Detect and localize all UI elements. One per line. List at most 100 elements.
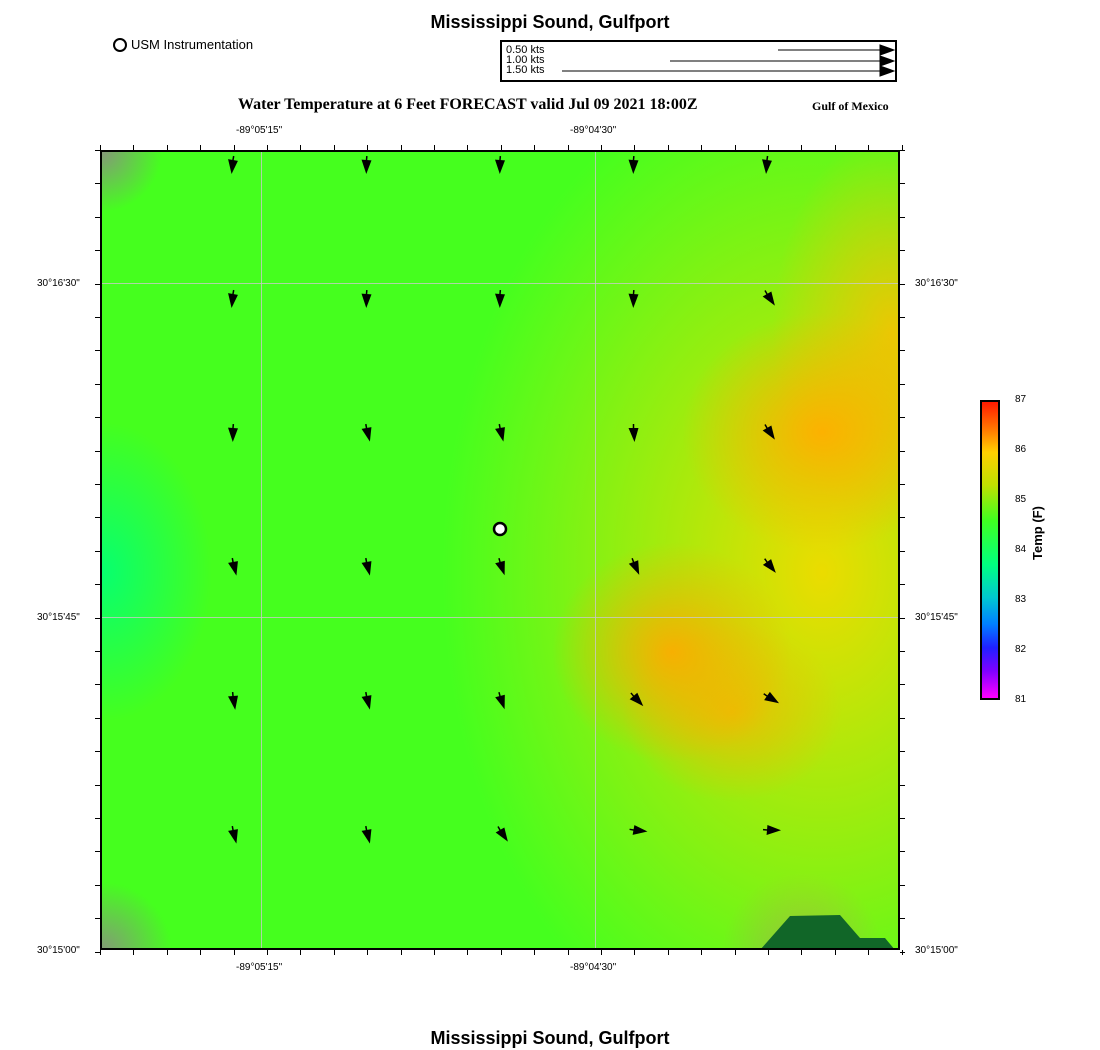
vector-scale-label: 1.50 kts — [506, 64, 545, 76]
region-label: Gulf of Mexico — [812, 99, 889, 113]
colorbar-tick-label: 83 — [1015, 594, 1027, 605]
axis-tick — [900, 951, 905, 953]
current-vector-arrow — [495, 557, 505, 576]
axis-tick — [95, 183, 100, 185]
axis-tick — [400, 950, 402, 955]
axis-tick — [834, 145, 836, 150]
axis-tick — [834, 950, 836, 955]
axis-tick — [333, 145, 335, 150]
colorbar-tick-label: 85 — [1015, 494, 1027, 505]
axis-tick — [267, 950, 268, 955]
axis-tick — [900, 550, 905, 552]
current-vector-arrow — [361, 557, 372, 576]
colorbar-title: Temp (F) — [1030, 506, 1045, 560]
axis-tick — [95, 484, 100, 485]
footer-title: Mississippi Sound, Gulfport — [430, 1028, 670, 1048]
axis-tick — [901, 145, 903, 150]
y-axis-label: 30°15'00" — [915, 945, 958, 956]
current-vector-arrow — [628, 424, 639, 442]
current-vector-arrow — [628, 289, 639, 309]
vector-scale-legend: 0.50 kts 1.00 kts 1.50 kts — [500, 40, 897, 82]
axis-tick — [95, 283, 100, 285]
axis-tick — [534, 950, 536, 955]
current-vector-arrow — [495, 826, 508, 842]
axis-tick — [900, 884, 905, 886]
current-vector-arrow — [495, 691, 505, 710]
axis-tick — [233, 145, 235, 150]
current-vector-arrow — [762, 290, 775, 306]
x-axis-label: -89°05'15" — [236, 125, 283, 136]
axis-tick — [900, 784, 905, 786]
axis-tick — [166, 950, 168, 955]
colorbar-tick-label: 81 — [1015, 694, 1027, 705]
vector-scale-label: 0.50 kts — [506, 44, 545, 56]
axis-tick — [95, 417, 100, 419]
temperature-map[interactable] — [100, 150, 900, 950]
axis-tick — [900, 684, 905, 686]
axis-tick — [95, 951, 100, 953]
axis-tick — [95, 651, 100, 652]
gridline — [261, 152, 262, 948]
axis-tick — [200, 950, 202, 955]
axis-tick — [701, 145, 703, 150]
axis-tick — [900, 818, 905, 819]
axis-tick — [95, 350, 100, 352]
current-vector-arrow — [228, 557, 238, 576]
current-vector-arrow — [495, 423, 505, 442]
current-vector-arrow — [628, 557, 640, 575]
current-vector-arrow — [228, 825, 238, 844]
colorbar — [980, 400, 1000, 700]
axis-tick — [601, 145, 602, 150]
axis-tick — [500, 950, 502, 955]
axis-tick — [900, 484, 905, 485]
axis-tick — [95, 851, 100, 853]
axis-tick — [200, 145, 202, 150]
axis-tick — [133, 145, 135, 150]
axis-tick — [734, 950, 736, 955]
axis-tick — [768, 950, 769, 955]
axis-tick — [900, 617, 905, 619]
gridline — [102, 617, 898, 618]
axis-tick — [667, 145, 669, 150]
current-vector-arrow — [361, 691, 372, 710]
map-title: Mississippi Sound, Gulfport — [430, 12, 670, 32]
current-vector-arrow — [228, 289, 238, 308]
axis-tick — [868, 950, 870, 955]
y-axis-label: 30°16'30" — [37, 278, 80, 289]
current-vector-arrow — [361, 155, 372, 175]
axis-tick — [300, 950, 302, 955]
axis-tick — [534, 145, 536, 150]
current-vector-arrow — [762, 825, 782, 835]
axis-tick — [166, 145, 168, 150]
axis-tick — [801, 950, 803, 955]
axis-tick — [95, 550, 100, 552]
axis-tick — [900, 383, 905, 385]
current-vector-arrow — [763, 691, 780, 704]
station-marker-icon — [113, 37, 127, 52]
axis-tick — [667, 950, 669, 955]
axis-tick — [400, 145, 402, 150]
map-overlay — [228, 155, 894, 948]
vector-scale-label: 1.00 kts — [506, 54, 545, 66]
axis-tick — [634, 145, 636, 150]
y-axis-label: 30°16'30" — [915, 278, 958, 289]
current-vector-arrow — [629, 825, 648, 835]
colorbar-tick-label: 87 — [1015, 394, 1027, 405]
axis-tick — [500, 145, 502, 150]
current-vector-arrow — [361, 289, 372, 309]
current-vector-arrow — [629, 692, 644, 707]
axis-tick — [900, 150, 905, 151]
axis-tick — [434, 145, 435, 150]
axis-tick — [567, 145, 569, 150]
axis-tick — [900, 250, 905, 252]
axis-tick — [95, 383, 100, 385]
axis-tick — [95, 918, 100, 920]
axis-tick — [100, 145, 101, 150]
station-legend-label: USM Instrumentation — [131, 37, 254, 52]
x-axis-label: -89°05'15" — [236, 962, 283, 973]
current-vector-arrow — [495, 289, 505, 309]
axis-tick — [300, 145, 302, 150]
axis-tick — [95, 784, 100, 786]
current-vector-arrow — [762, 558, 776, 573]
axis-tick — [95, 216, 100, 218]
